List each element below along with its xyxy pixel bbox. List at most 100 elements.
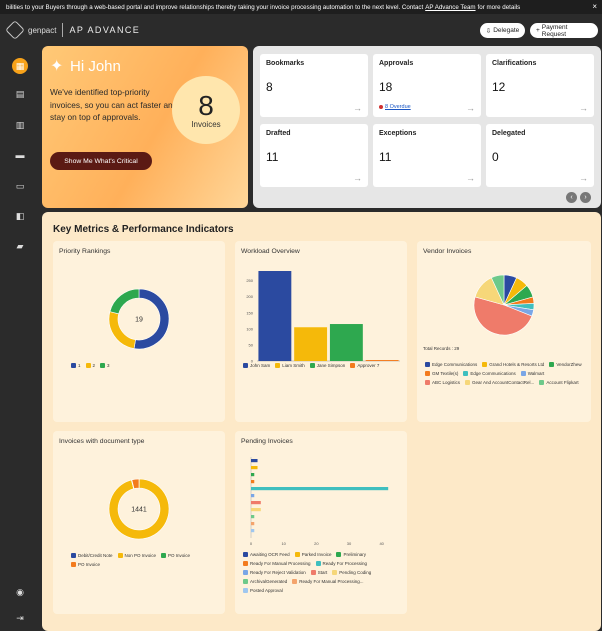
- arrow-right-icon[interactable]: →: [466, 173, 475, 183]
- bar[interactable]: [329, 324, 363, 361]
- card-title: Approvals: [379, 60, 414, 67]
- payment-request-button[interactable]: + Payment Request: [530, 23, 598, 38]
- panel-title: Vendor Invoices: [423, 248, 472, 255]
- legend-item[interactable]: Awaiting OCR Feed: [243, 552, 290, 557]
- arrow-right-icon[interactable]: →: [579, 103, 588, 113]
- sidebar-item-home[interactable]: ▦: [12, 58, 28, 74]
- legend-swatch: [71, 553, 76, 558]
- legend-item[interactable]: Ready For Processing: [315, 561, 367, 566]
- sidebar-item-reports[interactable]: ▬: [14, 149, 26, 161]
- legend-swatch: [350, 363, 356, 368]
- bar[interactable]: [258, 271, 292, 361]
- bar[interactable]: [251, 473, 255, 477]
- bar[interactable]: [251, 494, 255, 498]
- show-critical-button[interactable]: Show Me What's Critical: [50, 152, 152, 170]
- legend-item[interactable]: 3: [100, 363, 110, 368]
- arrow-right-icon[interactable]: →: [466, 103, 475, 113]
- card-exceptions[interactable]: Exceptions 11 →: [373, 124, 481, 187]
- sidebar-item-analytics[interactable]: ◧: [14, 210, 26, 222]
- app-logo[interactable]: genpact AP ADVANCE: [5, 20, 140, 40]
- legend-item[interactable]: Ready For Reject Validation: [243, 570, 306, 575]
- analytics-icon: ◧: [15, 210, 25, 221]
- legend-item[interactable]: Posted Approval: [243, 588, 283, 593]
- card-drafted[interactable]: Drafted 11 →: [260, 124, 368, 187]
- card-bookmarks[interactable]: Bookmarks 8 →: [260, 54, 368, 117]
- bar[interactable]: [294, 327, 328, 361]
- bar[interactable]: [251, 459, 258, 463]
- pending-legend: Awaiting OCR Feed Parked Invoice Prelimina…: [243, 552, 407, 597]
- bar[interactable]: [365, 360, 399, 361]
- legend-item[interactable]: GM Textile(s): [425, 371, 458, 376]
- legend-item[interactable]: PO Invoice: [161, 553, 190, 558]
- bar[interactable]: [251, 466, 258, 470]
- legend-item[interactable]: John Sam: [243, 363, 270, 368]
- legend-swatch: [117, 553, 123, 558]
- legend-item[interactable]: Grand Hotels & Resorts Ltd: [482, 362, 544, 367]
- bar[interactable]: [251, 508, 261, 512]
- genpact-logo-icon: [5, 20, 25, 40]
- banner-contact-link[interactable]: AP Advance Team: [425, 3, 476, 11]
- pie-slice[interactable]: [491, 274, 505, 306]
- legend-item[interactable]: 1: [71, 363, 81, 368]
- panel-title: Pending Invoices: [241, 438, 293, 445]
- card-delegated[interactable]: Delegated 0 →: [486, 124, 594, 187]
- sidebar-item-documents[interactable]: ▥: [14, 119, 26, 131]
- legend-item[interactable]: Edge Communications: [463, 371, 516, 376]
- pie-slice[interactable]: [131, 478, 140, 489]
- sidebar-item-profile[interactable]: ◉: [14, 586, 26, 598]
- legend-item[interactable]: Ready For Manual Processing: [243, 561, 311, 566]
- legend-item[interactable]: Jane Simpson: [309, 363, 345, 368]
- sidebar-item-folder[interactable]: ▰: [14, 240, 26, 252]
- next-page-icon[interactable]: ›: [580, 192, 591, 203]
- delegate-button[interactable]: ⇩ Delegate: [480, 23, 525, 38]
- arrow-right-icon[interactable]: →: [353, 103, 362, 113]
- bar[interactable]: [251, 515, 255, 519]
- legend-swatch: [539, 380, 545, 385]
- pie-slice[interactable]: [108, 478, 170, 540]
- bar[interactable]: [251, 487, 389, 491]
- sidebar-item-monitor[interactable]: ▭: [14, 180, 26, 192]
- legend-label: Start: [317, 570, 328, 575]
- legend-item[interactable]: Liam Smith: [275, 363, 305, 368]
- legend-item[interactable]: Pending Coding: [332, 570, 371, 575]
- banner-close-icon[interactable]: ×: [592, 2, 597, 11]
- legend-item[interactable]: 2: [85, 363, 95, 368]
- logo-divider: [62, 23, 64, 37]
- legend-item[interactable]: Approver 7: [350, 363, 379, 368]
- legend-item[interactable]: VendorZhew: [549, 362, 582, 367]
- legend-item[interactable]: Gear And AccountContactRel...: [465, 380, 534, 385]
- pie-slice[interactable]: [109, 288, 140, 315]
- sidebar-item-invoices[interactable]: ▤: [14, 88, 26, 100]
- bar[interactable]: [251, 480, 255, 484]
- legend-item[interactable]: Edge Communications: [425, 362, 477, 367]
- legend-item[interactable]: ABC Logistics: [425, 380, 460, 385]
- arrow-right-icon[interactable]: →: [579, 173, 588, 183]
- legend-item[interactable]: Preliminary: [336, 552, 366, 557]
- card-approvals[interactable]: Approvals 18 8 Overdue →: [373, 54, 481, 117]
- legend-item[interactable]: Start: [310, 570, 328, 575]
- legend-item[interactable]: Ready For Manual Processing...: [292, 579, 364, 584]
- bar[interactable]: [251, 529, 255, 533]
- bar[interactable]: [251, 501, 261, 505]
- panel-title: Priority Rankings: [59, 248, 111, 255]
- legend-label: Debit/Credit Note: [78, 553, 113, 558]
- pie-slice[interactable]: [108, 311, 136, 349]
- sidebar-item-logout[interactable]: ⇥: [14, 612, 26, 624]
- metrics-title: Key Metrics & Performance Indicators: [53, 224, 234, 235]
- arrow-right-icon[interactable]: →: [353, 173, 362, 183]
- greeting-message: We've identified top-priority invoices, …: [50, 87, 178, 122]
- legend-item[interactable]: Debit/Credit Note: [71, 553, 113, 558]
- legend-item[interactable]: Account Flipkart: [539, 380, 579, 385]
- prev-page-icon[interactable]: ‹: [566, 192, 577, 203]
- legend-item[interactable]: ArchivalGenerated: [243, 579, 287, 584]
- legend-item[interactable]: PO Invoice: [71, 562, 100, 567]
- legend-item[interactable]: Parked Invoice: [294, 552, 331, 557]
- bar[interactable]: [251, 522, 255, 526]
- overdue-link[interactable]: 8 Overdue: [379, 104, 411, 110]
- card-clarifications[interactable]: Clarifications 12 →: [486, 54, 594, 117]
- legend-item[interactable]: Non PO Invoice: [117, 553, 156, 558]
- donut-center-label: 1441: [131, 507, 147, 514]
- legend-swatch: [425, 362, 430, 367]
- legend-item[interactable]: Walmart: [520, 371, 544, 376]
- pie-slice[interactable]: [473, 296, 533, 336]
